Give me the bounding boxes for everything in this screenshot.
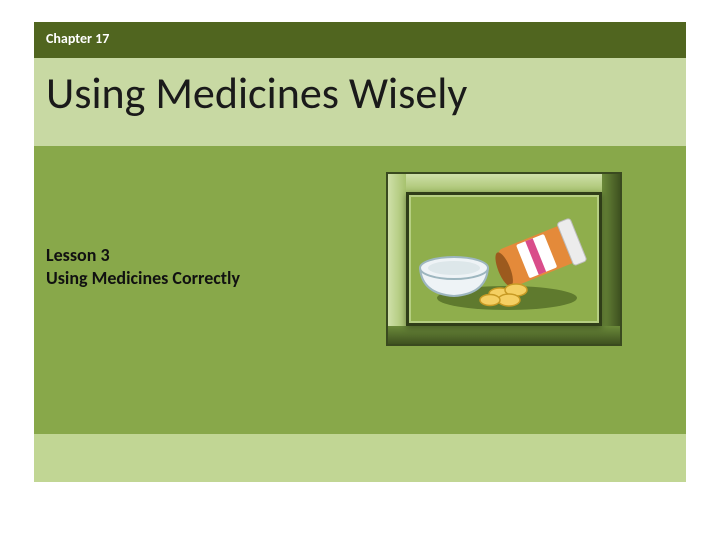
chapter-title: Using Medicines Wisely <box>46 66 467 120</box>
footer-block <box>34 434 686 482</box>
frame-bevel-right <box>602 174 620 344</box>
lesson-title: Using Medicines Correctly <box>46 267 240 290</box>
chapter-label: Chapter 17 <box>46 30 109 47</box>
chapter-bar <box>34 22 686 58</box>
pill-bottle-illustration-icon <box>412 198 596 320</box>
lesson-number: Lesson 3 <box>46 244 240 267</box>
frame-bevel-bottom <box>388 326 620 344</box>
image-frame <box>386 172 622 346</box>
lesson-block: Lesson 3 Using Medicines Correctly <box>46 244 240 289</box>
slide: Chapter 17 Using Medicines Wisely Lesson… <box>0 0 720 540</box>
pill-bottle-icon <box>490 218 587 293</box>
frame-bevel-left <box>388 174 406 344</box>
frame-bevel-top <box>388 174 620 192</box>
